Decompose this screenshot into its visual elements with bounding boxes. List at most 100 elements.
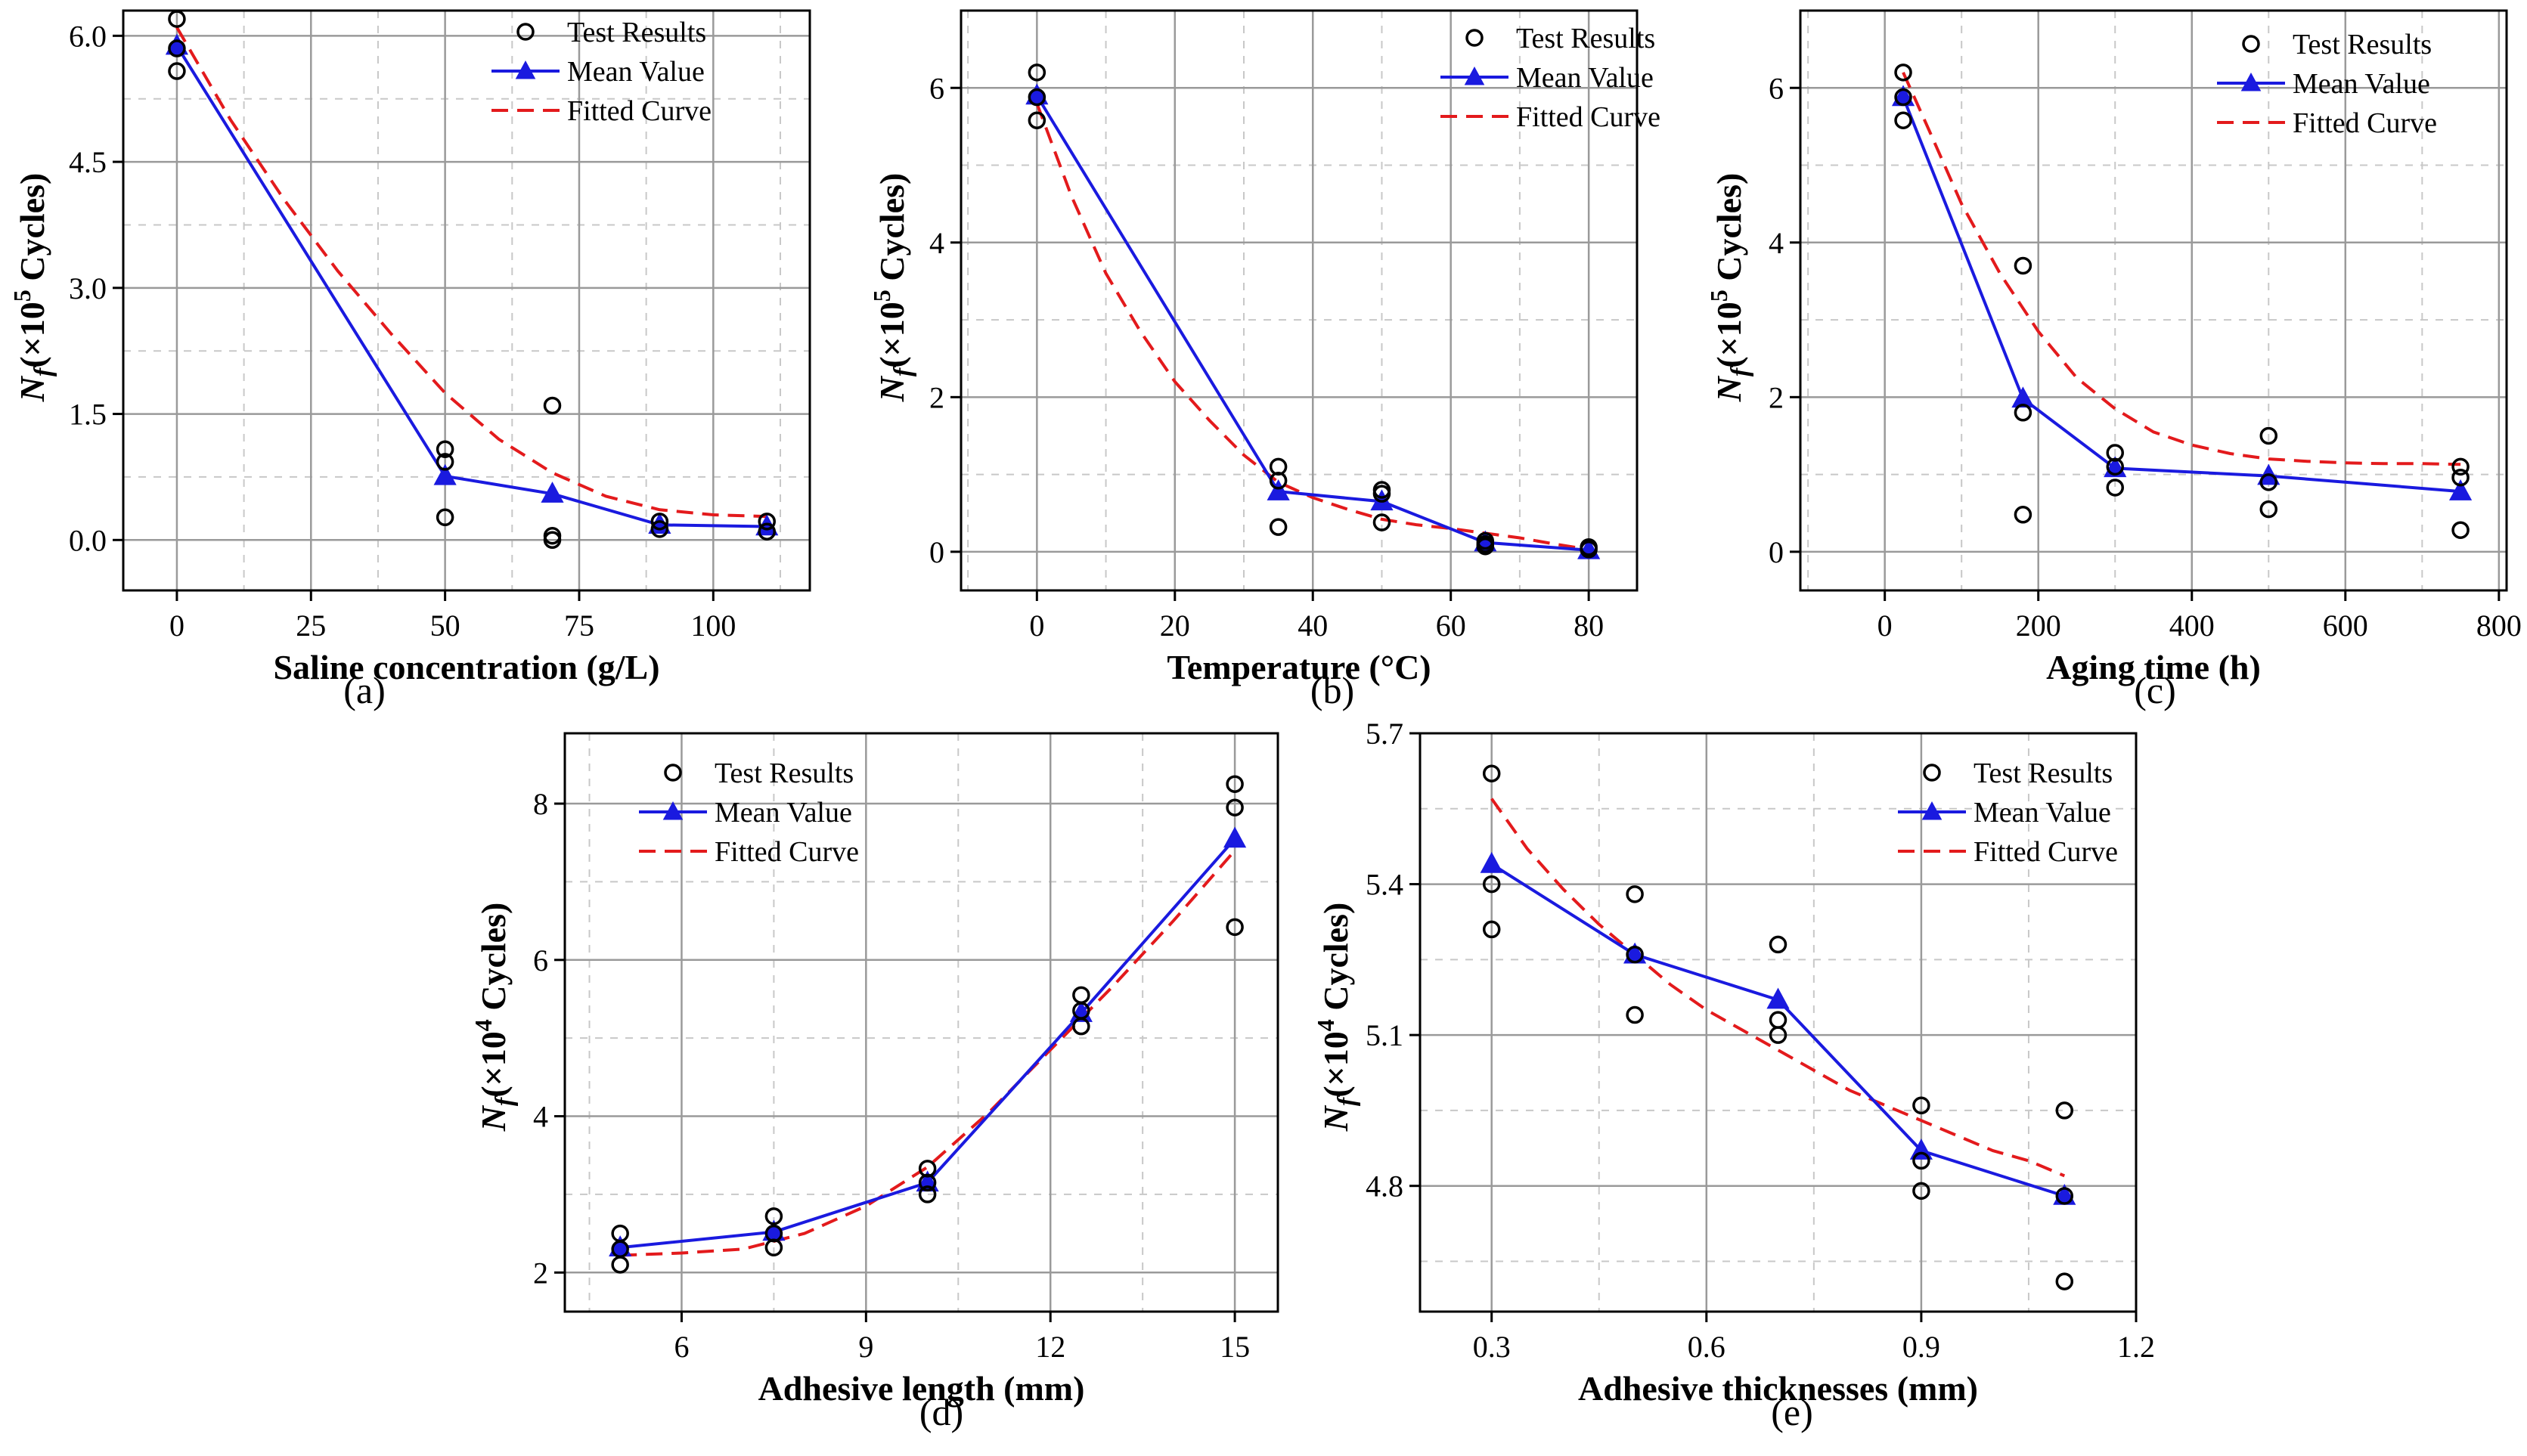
y-label-tail: Cycles) xyxy=(1710,173,1748,290)
y-label-sub: f xyxy=(29,365,57,376)
y-tick-label: 0 xyxy=(929,535,944,569)
test-result-point xyxy=(1028,111,1046,129)
y-tick-label: 2 xyxy=(929,380,944,414)
test-result-point xyxy=(436,440,454,459)
test-result-point xyxy=(2451,468,2470,487)
y-tick-label: 3.0 xyxy=(69,271,107,305)
legend-mean-marker xyxy=(662,801,684,820)
legend-test-marker xyxy=(1923,764,1941,782)
test-result-point xyxy=(436,508,454,527)
test-result-point xyxy=(1482,875,1501,894)
y-tick-label: 6 xyxy=(1769,71,1784,105)
test-result-point xyxy=(2451,457,2470,476)
y-tick-label: 4 xyxy=(1769,226,1784,260)
test-result-point xyxy=(168,39,186,57)
y-label-sub: f xyxy=(1333,1095,1361,1106)
chart-c: 0 200 400 600 800 0 2 4 6 Aging time (h) Nf(×105 C… xyxy=(1705,9,2522,711)
test-result-point xyxy=(1912,1151,1930,1170)
test-result-point xyxy=(650,513,669,531)
test-result-point xyxy=(1912,1182,1930,1200)
y-tick-label: 2 xyxy=(533,1256,548,1290)
plot-frame xyxy=(1799,9,2508,592)
legend-test-marker xyxy=(664,764,682,782)
y-label-sup: 4 xyxy=(1312,1019,1339,1031)
x-tick-label: 0 xyxy=(1877,609,1893,643)
x-tick-label: 15 xyxy=(1220,1330,1250,1364)
test-result-point xyxy=(543,531,562,550)
test-result-point xyxy=(1894,111,1912,129)
x-axis-label: Aging time (h) xyxy=(2046,648,2261,686)
y-axis-label: Nf(×105 Cycles) xyxy=(1705,173,1754,403)
test-result-point xyxy=(2014,404,2032,422)
x-axis-label: Temperature (°C) xyxy=(1167,648,1431,686)
y-label-sub: f xyxy=(889,365,917,376)
y-axis-label: Nf(×104 Cycles) xyxy=(1312,903,1361,1132)
test-result-point xyxy=(1912,1096,1930,1115)
y-label-sup: 5 xyxy=(1705,290,1732,302)
test-result-point xyxy=(1476,537,1495,556)
test-result-point xyxy=(758,513,776,531)
subfigure-caption: (c) xyxy=(2134,669,2176,711)
mean-value-marker xyxy=(2011,386,2035,408)
y-tick-label: 4 xyxy=(929,226,944,260)
y-tick-label: 4 xyxy=(533,1100,548,1134)
x-tick-label: 400 xyxy=(2169,609,2215,643)
x-tick-label: 800 xyxy=(2476,609,2522,643)
legend: Test Results Mean Value Fitted Curve xyxy=(1898,757,2118,868)
legend-fit-label: Fitted Curve xyxy=(1974,836,2118,868)
test-result-point xyxy=(764,1207,783,1225)
test-result-point xyxy=(1626,885,1644,903)
y-label-tail: Cycles) xyxy=(873,173,911,290)
mean-value-line xyxy=(1902,96,2461,494)
test-result-point xyxy=(1626,1005,1644,1024)
legend-mean-label: Mean Value xyxy=(1974,797,2111,829)
y-axis-label: Nf(×105 Cycles) xyxy=(8,173,57,403)
legend-test-label: Test Results xyxy=(1974,757,2113,789)
x-tick-label: 40 xyxy=(1298,609,1328,643)
test-result-point xyxy=(2451,521,2470,539)
x-axis-label: Saline concentration (g/L) xyxy=(273,648,659,686)
y-label-sub: f xyxy=(1726,365,1754,376)
test-result-point xyxy=(543,396,562,415)
x-tick-label: 0.9 xyxy=(1902,1330,1940,1364)
chart-a: 0 25 50 75 100 0.0 1.5 3.0 4.5 6.0 Saline concentr… xyxy=(8,9,811,711)
y-label-rest: (×10 xyxy=(1316,1031,1355,1098)
test-result-point xyxy=(2259,426,2278,445)
plot-frame xyxy=(960,9,1639,592)
y-tick-label: 2 xyxy=(1769,380,1784,414)
mean-value-marker xyxy=(1267,479,1290,500)
fitted-curve-line xyxy=(1902,71,2461,466)
test-result-point xyxy=(2055,1187,2074,1205)
x-tick-label: 25 xyxy=(296,609,326,643)
legend-test-marker xyxy=(2242,35,2260,53)
test-result-point xyxy=(1626,945,1644,964)
fitted-curve-line xyxy=(1490,798,2066,1178)
legend-mean-label: Mean Value xyxy=(715,797,852,829)
legend-mean-label: Mean Value xyxy=(1516,62,1654,94)
y-tick-label: 6.0 xyxy=(69,19,107,53)
mean-value-marker xyxy=(1480,851,1503,873)
test-result-point xyxy=(168,10,186,28)
y-tick-label: 0 xyxy=(1769,535,1784,569)
y-axis-label: Nf(×105 Cycles) xyxy=(868,173,917,403)
test-result-point xyxy=(168,62,186,80)
legend-fit-label: Fitted Curve xyxy=(715,836,859,868)
y-label-main: N xyxy=(474,1104,513,1132)
chart-b: 0 20 40 60 80 0 2 4 6 Temperature (°C) Nf(×105 Cyc… xyxy=(868,9,1660,711)
legend-mean-marker xyxy=(1464,67,1485,85)
test-result-point xyxy=(758,522,776,541)
legend-test-label: Test Results xyxy=(2293,29,2432,60)
test-result-point xyxy=(1769,1011,1788,1029)
legend: Test Results Mean Value Fitted Curve xyxy=(639,757,859,868)
legend-test-label: Test Results xyxy=(1516,23,1655,54)
test-result-point xyxy=(2014,256,2032,275)
test-result-point xyxy=(436,453,454,471)
y-label-sup: 4 xyxy=(470,1019,497,1031)
y-label-tail: Cycles) xyxy=(13,173,51,290)
legend-mean-label: Mean Value xyxy=(2293,68,2430,100)
legend-mean-marker xyxy=(2240,73,2262,91)
test-result-point xyxy=(918,1185,937,1204)
legend: Test Results Mean Value Fitted Curve xyxy=(2217,29,2437,139)
y-tick-label: 4.8 xyxy=(1366,1169,1403,1204)
